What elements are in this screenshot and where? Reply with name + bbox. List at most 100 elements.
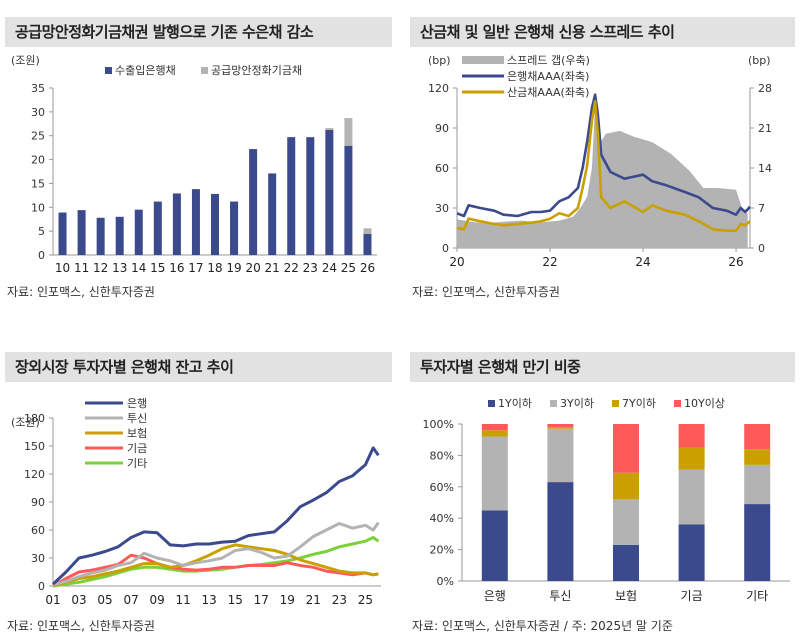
x-tick-label: 21 (265, 261, 280, 275)
panel-investor-holdings: 장외시장 투자자별 은행채 잔고 추이 (조원) 은행 투신 보험 기금 기타 0 30 60 9… (5, 0, 392, 638)
bar-segment (344, 118, 353, 146)
y-tick-label: 80% (430, 449, 454, 462)
y-tick-label: 20 (31, 154, 45, 167)
y-right-tick-label: 28 (758, 82, 772, 95)
y-tick-label: 100% (423, 418, 454, 431)
y-tick-label: 15 (31, 177, 45, 190)
y-tick-label: 30 (435, 202, 449, 215)
y-tick-label: 5 (38, 225, 45, 238)
legend-label: 3Y이하 (560, 396, 594, 410)
y-tick-label: 90 (31, 496, 45, 509)
bar-segment (613, 544, 639, 581)
x-tick-label: 19 (280, 593, 295, 607)
legend-swatch (201, 67, 208, 74)
y-tick-label: 180 (24, 412, 45, 425)
panel-title: 투자자별 은행채 만기 비중 (410, 352, 795, 382)
bar-segment (134, 209, 143, 255)
x-tick-label: 07 (123, 593, 138, 607)
legend-label: 보험 (127, 427, 147, 440)
bar-segment (115, 216, 124, 255)
bar-segment (744, 504, 771, 581)
bar-segment (344, 145, 353, 255)
bar-segment (325, 129, 334, 255)
bar-segment (678, 524, 705, 581)
legend-label: 산금채AAA(좌축) (507, 86, 589, 99)
series-line (52, 536, 380, 588)
bar-segment (481, 424, 508, 431)
maturity-stacked-bar-chart: 1Y이하 3Y이하 7Y이하 10Y이상 0% 20% 40% 60% 80% 100% 은행 투신 보… (423, 396, 790, 603)
x-tick-label: 11 (74, 261, 89, 275)
bar-segment (211, 193, 219, 255)
x-tick-label: 은행 (484, 588, 506, 603)
x-tick-label: 15 (150, 261, 165, 275)
series-line (456, 100, 751, 232)
x-tick-label: 20 (449, 255, 464, 269)
y-tick-label: 60 (435, 162, 449, 175)
source-note: 자료: 인포맥스, 신한투자증권 (412, 285, 560, 299)
legend-swatch (105, 67, 112, 74)
bar-segment (481, 430, 508, 437)
legend-swatch (462, 56, 504, 64)
x-tick-label: 23 (303, 261, 318, 275)
bar-segment (613, 472, 639, 500)
bar-segment (58, 212, 67, 255)
panel-title: 산금채 및 일반 은행채 신용 스프레드 추이 (410, 17, 795, 47)
x-tick-label: 24 (322, 261, 337, 275)
y-tick-label: 0% (437, 575, 454, 588)
x-tick-label: 10 (55, 261, 70, 275)
bar-segment (547, 427, 574, 429)
x-tick-label: 13 (112, 261, 127, 275)
legend-label: 투신 (127, 412, 147, 425)
legend-swatch (612, 400, 619, 407)
bar-segment (230, 201, 239, 255)
y-tick-label: 0 (38, 580, 45, 593)
x-tick-label: 26 (728, 255, 743, 269)
bar-segment (613, 424, 639, 473)
x-tick-label: 15 (228, 593, 243, 607)
x-tick-label: 18 (207, 261, 222, 275)
issuance-stacked-bar-chart: (조원) 수출입은행채 공급망안정화기금채 0 5 10 15 20 25 30 35 10 11 12 1… (11, 54, 377, 275)
unit-label: (조원) (11, 54, 40, 67)
bar-segment (744, 449, 771, 465)
x-tick-label: 기금 (681, 589, 703, 603)
y-tick-label: 60% (430, 481, 454, 494)
bar-segment (481, 436, 508, 511)
bar-segment (481, 510, 508, 581)
bar-segment (363, 234, 372, 255)
credit-spread-chart: (bp) (bp) 스프레드 갭(우축) 은행채AAA(좌축) 산금채AAA(좌축) 0 3… (428, 54, 772, 269)
source-note: 자료: 인포맥스, 신한투자증권 (7, 619, 155, 633)
bar-segment (547, 424, 574, 428)
bar-segment (325, 128, 334, 130)
y-tick-label: 10 (31, 201, 45, 214)
legend-label: 1Y이하 (498, 396, 532, 410)
legend-swatch (488, 400, 495, 407)
y-right-tick-label: 7 (758, 202, 765, 215)
series-line (456, 93, 751, 218)
right-unit-label: (bp) (748, 54, 771, 67)
x-tick-label: 22 (284, 261, 299, 275)
bar-segment (363, 228, 372, 235)
x-tick-label: 26 (360, 261, 375, 275)
bar-segment (172, 193, 181, 255)
x-tick-label: 03 (71, 593, 86, 607)
bar-segment (547, 428, 574, 483)
y-tick-label: 150 (24, 440, 45, 453)
legend-label: 스프레드 갭(우축) (507, 54, 590, 67)
source-note: 자료: 인포맥스, 신한투자증권 / 주: 2025년 말 기준 (412, 619, 673, 633)
series-line (52, 553, 379, 588)
y-tick-label: 30 (31, 552, 45, 565)
x-tick-label: 14 (131, 261, 146, 275)
series-line (51, 446, 380, 586)
x-tick-label: 25 (358, 593, 373, 607)
bar-segment (268, 173, 277, 255)
legend-label: 수출입은행채 (115, 64, 176, 77)
y-tick-label: 20% (430, 544, 454, 557)
bar-segment (744, 464, 771, 505)
x-tick-label: 09 (149, 593, 164, 607)
x-tick-label: 기타 (746, 589, 768, 603)
x-tick-label: 21 (306, 593, 321, 607)
x-tick-label: 투신 (549, 589, 571, 603)
x-tick-label: 16 (169, 261, 184, 275)
bar-segment (191, 189, 200, 255)
